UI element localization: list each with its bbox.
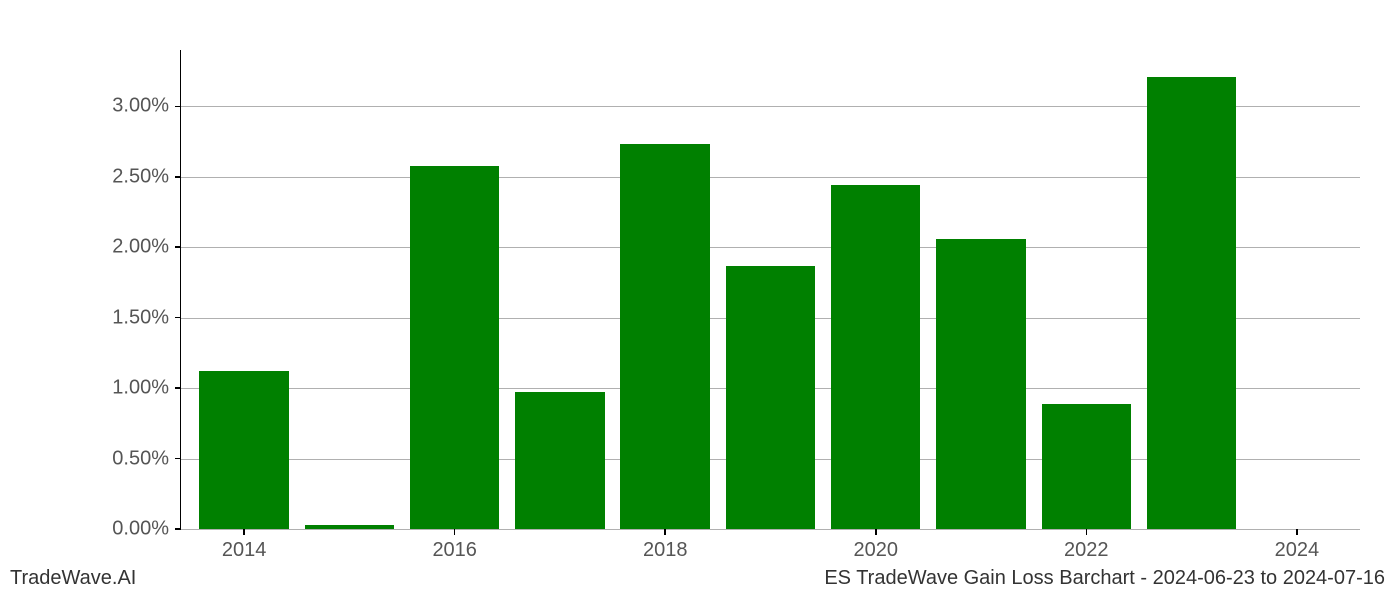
footer-right-label: ES TradeWave Gain Loss Barchart - 2024-0…: [824, 567, 1385, 590]
y-tick-label: 1.00%: [112, 377, 181, 400]
bar: [831, 185, 920, 529]
bar: [515, 392, 604, 529]
bar: [936, 239, 1025, 529]
y-tick-label: 2.00%: [112, 236, 181, 259]
bar: [1042, 404, 1131, 529]
y-tick-label: 2.50%: [112, 165, 181, 188]
x-tick-label: 2020: [854, 529, 899, 562]
x-tick-label: 2022: [1064, 529, 1109, 562]
bar-chart: 0.00%0.50%1.00%1.50%2.00%2.50%3.00%20142…: [180, 50, 1360, 530]
y-tick-label: 0.50%: [112, 447, 181, 470]
x-tick-label: 2018: [643, 529, 688, 562]
x-tick-label: 2024: [1275, 529, 1320, 562]
footer-left-label: TradeWave.AI: [10, 567, 136, 590]
bar: [620, 144, 709, 529]
y-tick-label: 0.00%: [112, 518, 181, 541]
y-tick-label: 3.00%: [112, 95, 181, 118]
plot-area: 0.00%0.50%1.00%1.50%2.00%2.50%3.00%20142…: [180, 50, 1360, 530]
bar: [199, 371, 288, 529]
bar: [305, 525, 394, 529]
bar: [726, 266, 815, 529]
bar: [410, 166, 499, 529]
y-tick-label: 1.50%: [112, 306, 181, 329]
x-tick-label: 2016: [432, 529, 477, 562]
bar: [1147, 77, 1236, 529]
x-tick-label: 2014: [222, 529, 267, 562]
gridline: [181, 529, 1360, 530]
